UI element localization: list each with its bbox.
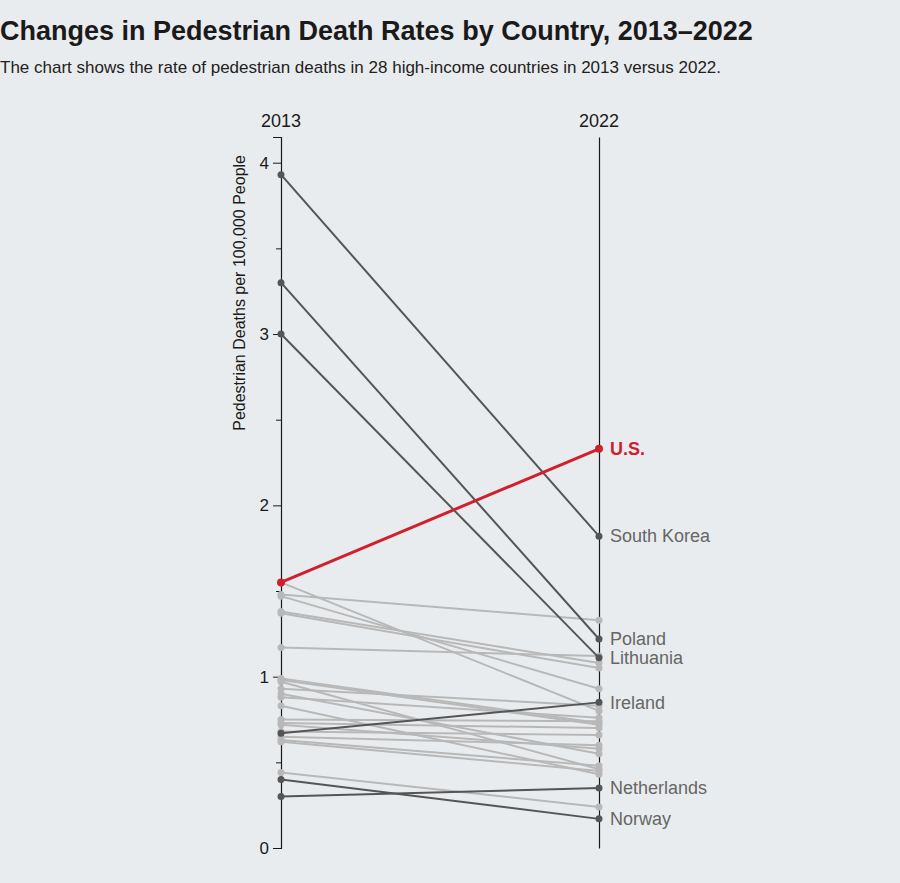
point: [596, 803, 603, 810]
point: [278, 610, 285, 617]
point: [596, 617, 603, 624]
point: [278, 721, 285, 728]
point: [596, 731, 603, 738]
point: [595, 445, 603, 453]
slope-line: [281, 731, 599, 734]
slope-line: [281, 648, 599, 657]
tick: [276, 420, 281, 421]
tick-mark: [276, 420, 281, 421]
point: [596, 767, 603, 774]
point: [278, 702, 285, 709]
tick: 4: [260, 154, 281, 173]
slope-line: [281, 779, 599, 818]
slope-line: [281, 582, 599, 710]
point: [596, 699, 603, 706]
point: [278, 738, 285, 745]
y-axis-title: Pedestrian Deaths per 100,000 People: [231, 155, 248, 431]
tick-label: 0: [260, 839, 269, 858]
tick: 0: [260, 839, 281, 858]
slope-line: [281, 175, 599, 536]
slope-line: [281, 612, 599, 663]
marks: [277, 171, 603, 822]
category-label: 2013: [261, 111, 301, 131]
series-label: Norway: [610, 809, 671, 829]
tick-label: 3: [260, 325, 269, 344]
point: [596, 750, 603, 757]
slope-line: [281, 702, 599, 733]
tick-mark: [273, 505, 281, 506]
subtitle: The chart shows the rate of pedestrian d…: [0, 58, 721, 77]
series-label: Lithuania: [610, 648, 684, 668]
point: [596, 665, 603, 672]
slope-line: [281, 449, 599, 583]
series-label: Poland: [610, 629, 666, 649]
tick: 2: [260, 496, 281, 515]
y-axis: 0 1 2 3 4: [260, 138, 282, 858]
point: [278, 171, 285, 178]
slope-line: [281, 334, 599, 658]
point: [596, 719, 603, 726]
tick-mark: [273, 848, 281, 849]
category-label: 2022: [579, 111, 619, 131]
point: [278, 644, 285, 651]
series-label: South Korea: [610, 526, 711, 546]
slope-line: [281, 678, 599, 723]
slope-line: [281, 742, 599, 771]
slope-line: [281, 594, 599, 620]
slope-line: [281, 694, 599, 754]
point: [278, 769, 285, 776]
point: [278, 279, 285, 286]
slope-line: [281, 613, 599, 668]
background: [0, 0, 900, 883]
point: [596, 533, 603, 540]
point: [596, 815, 603, 822]
tick-mark: [276, 248, 281, 249]
series-label: Netherlands: [610, 778, 707, 798]
point: [278, 331, 285, 338]
point: [278, 690, 285, 697]
chart: Changes in Pedestrian Death Rates by Cou…: [0, 0, 900, 883]
point: [277, 578, 285, 586]
point: [278, 579, 285, 586]
slope-line: [281, 283, 599, 639]
tick-label: 2: [260, 496, 269, 515]
tick-label: 1: [260, 668, 269, 687]
slope-line: [281, 720, 599, 722]
point: [596, 654, 603, 661]
point: [278, 793, 285, 800]
point: [278, 593, 285, 600]
series-label: U.S.: [610, 439, 645, 459]
tick-label: 4: [260, 154, 269, 173]
title: Changes in Pedestrian Death Rates by Cou…: [0, 16, 753, 46]
tick: [276, 762, 281, 763]
point: [596, 685, 603, 692]
point: [278, 675, 285, 682]
slope-line: [281, 788, 599, 797]
point: [596, 785, 603, 792]
point: [596, 742, 603, 749]
slope-line: [281, 773, 599, 807]
point: [596, 635, 603, 642]
series-label: Ireland: [610, 693, 665, 713]
point: [278, 776, 285, 783]
tick-mark: [273, 163, 281, 164]
tick: [276, 248, 281, 249]
point: [278, 730, 285, 737]
tick-mark: [276, 762, 281, 763]
